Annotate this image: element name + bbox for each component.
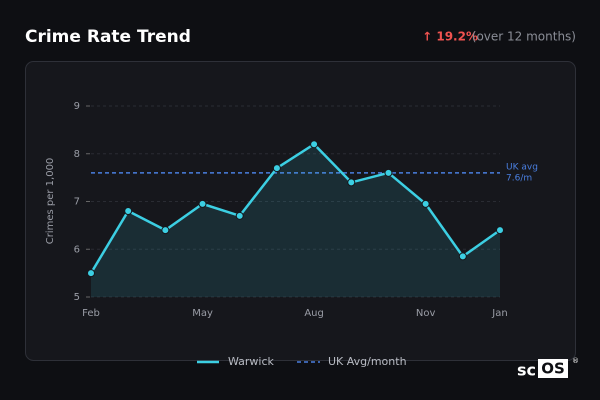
point xyxy=(310,140,319,149)
y-tick-label: 7 xyxy=(74,197,80,208)
x-tick-label: Aug xyxy=(304,308,324,319)
area xyxy=(91,144,500,297)
y-tick-label: 6 xyxy=(74,244,80,255)
y-axis-label: Crimes per 1,000 xyxy=(45,158,56,245)
point xyxy=(421,199,430,208)
x-tick-label: May xyxy=(192,308,213,319)
point xyxy=(161,226,170,235)
legend-label: Warwick xyxy=(228,355,275,368)
title: Crime Rate Trend xyxy=(25,27,191,47)
logo-box xyxy=(538,359,568,378)
point xyxy=(347,178,356,187)
logo-mark: ® xyxy=(572,357,579,365)
point xyxy=(87,269,95,278)
y-tick-label: 8 xyxy=(74,149,80,160)
card xyxy=(25,61,576,361)
point xyxy=(235,211,244,220)
y-tick-label: 5 xyxy=(74,292,80,303)
line xyxy=(89,142,501,274)
point xyxy=(458,252,467,261)
point xyxy=(384,168,393,177)
change: ↑ 19.2% xyxy=(422,30,478,44)
reference-label: 7.6/m xyxy=(506,173,532,183)
period: (over 12 months) xyxy=(472,30,576,44)
logo-boxed: OS xyxy=(541,360,565,378)
point xyxy=(124,207,133,216)
logo-prefix: sc xyxy=(517,361,536,380)
point xyxy=(272,164,281,173)
x-tick-label: Feb xyxy=(82,308,100,319)
x-tick-label: Nov xyxy=(416,308,436,319)
point xyxy=(496,226,504,235)
y-tick-label: 9 xyxy=(74,101,80,112)
x-tick-label: Jan xyxy=(491,308,507,319)
point xyxy=(198,199,207,208)
legend-label: UK Avg/month xyxy=(328,355,407,368)
reference-label: UK avg xyxy=(506,162,538,172)
